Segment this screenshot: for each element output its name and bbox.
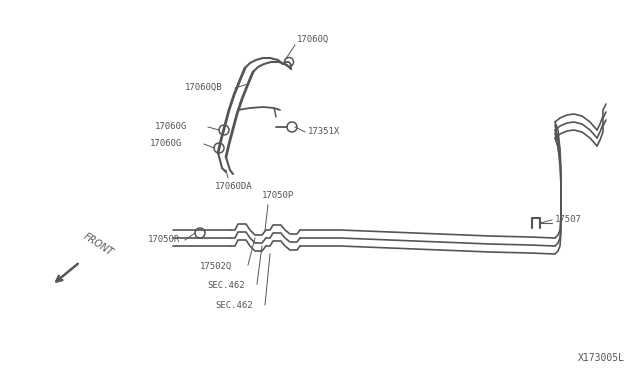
Text: X173005L: X173005L [578,353,625,363]
Text: FRONT: FRONT [82,231,115,258]
Text: 17060G: 17060G [155,122,188,131]
Text: 17060QB: 17060QB [185,83,223,92]
Text: 17050R: 17050R [148,234,180,244]
Text: SEC.462: SEC.462 [207,280,244,289]
Text: 17507: 17507 [555,215,582,224]
Text: 17351X: 17351X [308,126,340,135]
Text: 17060Q: 17060Q [297,35,329,44]
Text: 17060DA: 17060DA [215,182,253,191]
Text: 17060G: 17060G [150,138,182,148]
Text: SEC.462: SEC.462 [215,301,253,311]
Text: 17502Q: 17502Q [200,262,232,270]
Text: 17050P: 17050P [262,191,294,200]
